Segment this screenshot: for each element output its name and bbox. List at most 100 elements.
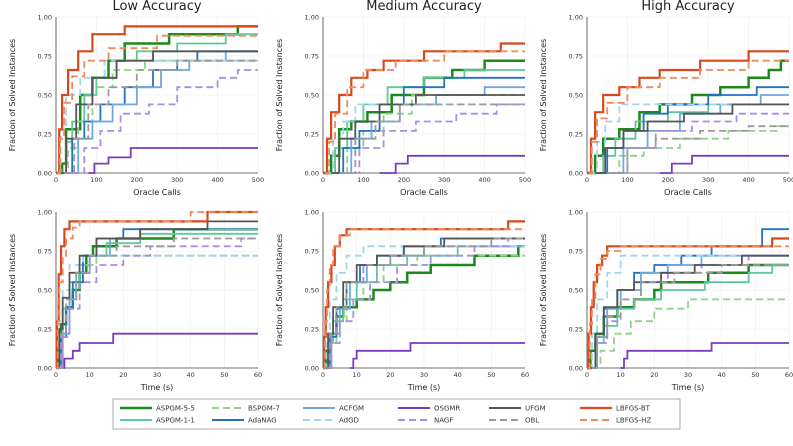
y-tick-label: 1.00 bbox=[569, 208, 583, 216]
y-tick-label: 0.50 bbox=[305, 91, 319, 99]
series-line-nagf bbox=[59, 237, 258, 369]
x-axis-label: Time (s) bbox=[140, 383, 174, 392]
legend-label: OSGMR bbox=[434, 405, 460, 413]
x-tick-label: 50 bbox=[487, 371, 495, 379]
series-line-obl bbox=[57, 237, 258, 369]
y-tick-label: 0.75 bbox=[38, 247, 52, 255]
x-tick-label: 500 bbox=[252, 176, 264, 184]
legend-label: ACFGM bbox=[339, 405, 364, 413]
series-line-adgd bbox=[324, 245, 525, 369]
y-tick-label: 0.50 bbox=[38, 91, 52, 99]
y-tick-label: 0.50 bbox=[305, 286, 319, 294]
panel-1: 0 100 200 300 400 500 0.00 0.25 0.50 0.75 1.00 Orac… bbox=[8, 0, 264, 197]
y-tick-label: 0.00 bbox=[305, 169, 319, 177]
legend-item-acfgm: ACFGM bbox=[303, 405, 364, 413]
y-axis-label: Fraction of Solved Instances bbox=[275, 234, 284, 346]
x-tick-label: 200 bbox=[131, 176, 143, 184]
x-tick-label: 20 bbox=[386, 371, 394, 379]
series-line-adgd bbox=[591, 103, 789, 174]
x-tick-label: 0 bbox=[321, 371, 325, 379]
series-line-ufgm bbox=[331, 94, 525, 174]
x-tick-label: 60 bbox=[254, 371, 262, 379]
x-tick-label: 0 bbox=[321, 176, 325, 184]
series-line-aspgm-1-1 bbox=[56, 232, 258, 369]
x-axis-label: Oracle Calls bbox=[133, 188, 181, 197]
y-tick-label: 0.00 bbox=[38, 169, 52, 177]
y-axis-label: Fraction of Solved Instances bbox=[8, 234, 17, 346]
legend-item-adgd: AdGD bbox=[303, 417, 359, 425]
x-tick-label: 10 bbox=[86, 371, 94, 379]
x-tick-label: 200 bbox=[398, 176, 410, 184]
y-axis-label: Fraction of Solved Instances bbox=[539, 39, 548, 151]
legend-label: BSPGM-7 bbox=[248, 405, 280, 413]
x-axis-label: Oracle Calls bbox=[664, 188, 712, 197]
series-line-lbfgs-hz bbox=[588, 245, 789, 369]
panel-title: Low Accuracy bbox=[112, 0, 201, 14]
series-line-acfgm bbox=[59, 228, 258, 369]
legend-item-aspgm-1-1: ASPGM-1-1 bbox=[120, 417, 195, 425]
legend-label: ASPGM-5-5 bbox=[156, 405, 195, 413]
legend-box bbox=[112, 398, 681, 430]
x-tick-label: 50 bbox=[220, 371, 228, 379]
y-tick-label: 0.00 bbox=[38, 364, 52, 372]
panel-2: 0 100 200 300 400 500 0.00 0.25 0.50 0.75 1.00 Orac… bbox=[275, 0, 531, 197]
legend-item-ufgm: UFGM bbox=[489, 405, 546, 413]
y-tick-label: 0.25 bbox=[569, 325, 583, 333]
series-line-osgmr bbox=[659, 154, 789, 174]
legend-item-obl: OBL bbox=[489, 417, 539, 425]
series-line-ufgm bbox=[590, 254, 789, 369]
series-group bbox=[56, 25, 258, 175]
legend-label: LBFGS-HZ bbox=[616, 417, 651, 425]
series-line-osgmr bbox=[88, 147, 258, 174]
x-tick-label: 100 bbox=[90, 176, 102, 184]
y-tick-label: 1.00 bbox=[569, 13, 583, 21]
legend-label: AdGD bbox=[339, 417, 359, 425]
x-tick-label: 40 bbox=[454, 371, 462, 379]
x-tick-label: 20 bbox=[650, 371, 658, 379]
legend-item-lbfgs-hz: LBFGS-HZ bbox=[580, 417, 651, 425]
series-line-ufgm bbox=[324, 237, 525, 369]
series-line-bspgm-7 bbox=[593, 298, 789, 369]
legend-item-aspgm-5-5: ASPGM-5-5 bbox=[120, 405, 195, 413]
x-axis-label: Time (s) bbox=[407, 383, 441, 392]
series-line-obl bbox=[592, 264, 789, 369]
series-group bbox=[323, 42, 525, 175]
series-group bbox=[323, 220, 525, 370]
y-tick-label: 0.75 bbox=[305, 52, 319, 60]
series-line-osgmr bbox=[61, 332, 258, 369]
y-tick-label: 0.25 bbox=[38, 325, 52, 333]
series-line-lbfgs-hz bbox=[589, 59, 789, 174]
y-tick-label: 0.50 bbox=[569, 91, 583, 99]
series-line-lbfgs-hz bbox=[325, 50, 525, 174]
series-line-adgd bbox=[588, 254, 789, 369]
series-line-osgmr bbox=[349, 342, 525, 369]
series-line-obl bbox=[607, 125, 789, 174]
series-line-bspgm-7 bbox=[603, 125, 789, 174]
y-tick-label: 0.25 bbox=[569, 130, 583, 138]
x-tick-label: 60 bbox=[521, 371, 529, 379]
x-tick-label: 400 bbox=[478, 176, 490, 184]
legend-item-nagf: NAGF bbox=[398, 417, 453, 425]
y-tick-label: 1.00 bbox=[38, 13, 52, 21]
y-axis-label: Fraction of Solved Instances bbox=[275, 39, 284, 151]
series-line-lbfgs-bt bbox=[323, 42, 525, 175]
x-tick-label: 300 bbox=[171, 176, 183, 184]
series-line-acfgm bbox=[339, 86, 525, 174]
y-axis-label: Fraction of Solved Instances bbox=[539, 234, 548, 346]
x-tick-label: 60 bbox=[785, 371, 793, 379]
legend-item-adanag: AdaNAG bbox=[212, 417, 277, 425]
legend-label: LBFGS-BT bbox=[616, 405, 651, 413]
panel-3: 0 100 200 300 400 500 0.00 0.25 0.50 0.75 1.00 Orac… bbox=[539, 0, 793, 197]
y-tick-label: 0.00 bbox=[305, 364, 319, 372]
x-tick-label: 0 bbox=[585, 371, 589, 379]
legend-label: AdaNAG bbox=[248, 417, 277, 425]
series-line-bspgm-7 bbox=[57, 254, 258, 369]
x-tick-label: 200 bbox=[662, 176, 674, 184]
x-tick-label: 500 bbox=[519, 176, 531, 184]
series-line-adgd bbox=[327, 103, 525, 174]
x-tick-label: 30 bbox=[684, 371, 692, 379]
panel-6: 0 10 20 30 40 50 60 0.00 0.25 0.50 0.75 1.00 Time (s… bbox=[539, 208, 793, 392]
x-tick-label: 100 bbox=[357, 176, 369, 184]
series-line-nagf bbox=[72, 69, 258, 174]
